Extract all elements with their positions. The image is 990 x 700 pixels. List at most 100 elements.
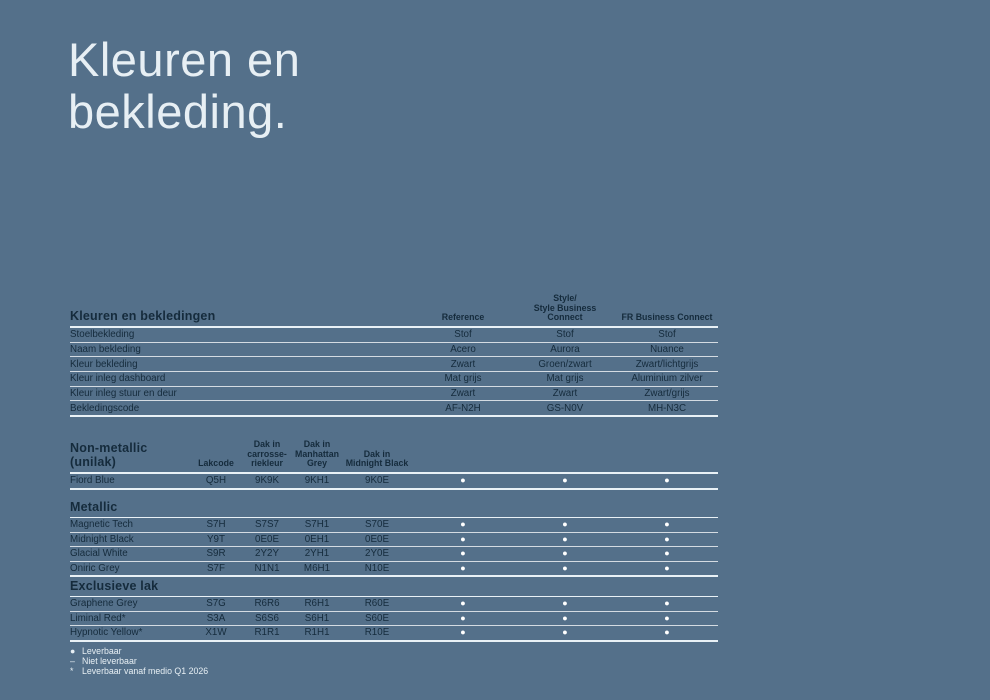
upholstery-table: Kleuren en bekledingen Reference Style/ … bbox=[70, 294, 718, 418]
column-header-dak-midnight-black: Dak in Midnight Black bbox=[345, 448, 409, 469]
availability-dot: ● bbox=[562, 612, 568, 623]
column-header-lakcode: Lakcode bbox=[198, 458, 234, 469]
page-title: Kleuren en bekleding. bbox=[68, 34, 300, 138]
cell-value: Stof bbox=[658, 329, 676, 341]
row-label: Bekledingscode bbox=[70, 402, 140, 414]
page-title-line1: Kleuren en bbox=[68, 33, 301, 86]
row-label: Kleur bekleding bbox=[70, 358, 138, 370]
availability-dot: ● bbox=[562, 627, 568, 638]
paint-name: Graphene Grey bbox=[70, 598, 138, 610]
availability-dot: ● bbox=[664, 627, 670, 638]
cell-value: MH-N3C bbox=[647, 402, 687, 414]
paint-section-title: Exclusieve lak bbox=[70, 579, 159, 593]
cell-value: Acero bbox=[450, 344, 476, 356]
column-header-dak-manhattan-grey: Dak in Manhattan Grey bbox=[295, 439, 339, 469]
paint-code: S7H bbox=[206, 519, 226, 531]
paint-code: R10E bbox=[364, 627, 390, 639]
paint-code: 0EH1 bbox=[304, 533, 330, 545]
legend-asterisk-symbol: * bbox=[70, 666, 74, 676]
legend-label: Leverbaar bbox=[82, 646, 122, 656]
legend-item: ● Leverbaar bbox=[70, 646, 208, 656]
paint-section-metallic: Metallic Magnetic Tech S7H S7S7 S7H1 S70… bbox=[70, 500, 718, 577]
availability-dot: ● bbox=[664, 612, 670, 623]
column-header-style-business-connect: Style/ Style Business Connect bbox=[533, 293, 597, 323]
paint-code: S7H1 bbox=[304, 519, 330, 531]
column-header-fr-business-connect: FR Business Connect bbox=[621, 312, 713, 323]
availability-dot: ● bbox=[664, 598, 670, 609]
table-row: Kleur inleg stuur en deur Zwart Zwart Zw… bbox=[70, 387, 718, 402]
cell-value: Zwart/grijs bbox=[644, 388, 690, 400]
paint-name: Oniric Grey bbox=[70, 562, 120, 574]
paint-code: X1W bbox=[205, 627, 227, 639]
legend-dash-symbol: – bbox=[70, 656, 75, 666]
legend-label: Niet leverbaar bbox=[82, 656, 137, 666]
table-row: Kleur inleg dashboard Mat grijs Mat grij… bbox=[70, 372, 718, 387]
paint-name: Fiord Blue bbox=[70, 475, 115, 487]
availability-dot: ● bbox=[460, 562, 466, 573]
availability-dot: ● bbox=[664, 562, 670, 573]
paint-code: R1H1 bbox=[304, 627, 330, 639]
table-row: Bekledingscode AF-N2H GS-N0V MH-N3C bbox=[70, 401, 718, 418]
availability-dot: ● bbox=[664, 533, 670, 544]
upholstery-table-header: Kleuren en bekledingen Reference Style/ … bbox=[70, 294, 718, 328]
paint-code: 0E0E bbox=[365, 533, 389, 545]
paint-section-header: Metallic bbox=[70, 500, 718, 518]
availability-dot: ● bbox=[562, 533, 568, 544]
paint-code: 2Y0E bbox=[365, 548, 389, 560]
cell-value: Zwart bbox=[450, 388, 476, 400]
paint-row: Midnight Black Y9T 0E0E 0EH1 0E0E ● ● ● bbox=[70, 533, 718, 547]
paint-code: R6H1 bbox=[304, 598, 330, 610]
table-row: Kleur bekleding Zwart Groen/zwart Zwart/… bbox=[70, 357, 718, 373]
paint-name: Glacial White bbox=[70, 548, 128, 560]
paint-section-non-metallic: Non-metallic (unilak) Lakcode Dak in car… bbox=[70, 440, 718, 490]
availability-dot: ● bbox=[562, 475, 568, 486]
column-header-dak-carrosseriekleur: Dak in carrosse- riekleur bbox=[247, 439, 287, 469]
paint-code: R6R6 bbox=[254, 598, 280, 610]
paint-section-exclusieve-lak: Exclusieve lak Graphene Grey S7G R6R6 R6… bbox=[70, 579, 718, 642]
paint-section-title: Non-metallic (unilak) bbox=[70, 441, 148, 469]
column-header-reference: Reference bbox=[441, 312, 485, 323]
availability-dot: ● bbox=[562, 562, 568, 573]
paint-code: S7F bbox=[207, 562, 225, 574]
table-row: Naam bekleding Acero Aurora Nuance bbox=[70, 343, 718, 358]
cell-value: Stof bbox=[556, 329, 574, 341]
paint-code: R60E bbox=[364, 598, 390, 610]
paint-section-header: Exclusieve lak bbox=[70, 579, 718, 597]
paint-code: S70E bbox=[365, 519, 389, 531]
availability-dot: ● bbox=[460, 627, 466, 638]
availability-dot: ● bbox=[664, 519, 670, 530]
availability-dot: ● bbox=[460, 533, 466, 544]
cell-value: Aluminium zilver bbox=[631, 373, 703, 385]
cell-value: Zwart/lichtgrijs bbox=[635, 358, 699, 370]
paint-code: 9K0E bbox=[365, 475, 389, 487]
legend: ● Leverbaar – Niet leverbaar * Leverbaar… bbox=[70, 646, 208, 676]
availability-dot: ● bbox=[562, 548, 568, 559]
paint-code: S7G bbox=[206, 598, 226, 610]
paint-code: N10E bbox=[364, 562, 390, 574]
availability-dot: ● bbox=[562, 519, 568, 530]
paint-code: S6H1 bbox=[304, 612, 330, 624]
paint-code: Q5H bbox=[205, 475, 227, 487]
cell-value: Mat grijs bbox=[444, 373, 482, 385]
availability-dot: ● bbox=[664, 548, 670, 559]
paint-code: S3A bbox=[206, 612, 226, 624]
paint-code: R1R1 bbox=[254, 627, 280, 639]
availability-dot: ● bbox=[460, 548, 466, 559]
cell-value: Aurora bbox=[550, 344, 580, 356]
paint-code: S6S6 bbox=[255, 612, 279, 624]
paint-code: S60E bbox=[365, 612, 389, 624]
paint-code: S9R bbox=[206, 548, 226, 560]
availability-dot: ● bbox=[460, 519, 466, 530]
availability-dot: ● bbox=[460, 598, 466, 609]
paint-code: Y9T bbox=[207, 533, 225, 545]
cell-value: Groen/zwart bbox=[538, 358, 592, 370]
paint-code: S7S7 bbox=[255, 519, 279, 531]
paint-section-header: Non-metallic (unilak) Lakcode Dak in car… bbox=[70, 440, 718, 474]
row-label: Naam bekleding bbox=[70, 344, 141, 356]
paint-code: 9K9K bbox=[255, 475, 279, 487]
availability-dot: ● bbox=[562, 598, 568, 609]
row-label: Stoelbekleding bbox=[70, 329, 135, 341]
paint-name: Hypnotic Yellow* bbox=[70, 627, 143, 639]
paint-code: 9KH1 bbox=[304, 475, 330, 487]
paint-code: 2YH1 bbox=[304, 548, 330, 560]
